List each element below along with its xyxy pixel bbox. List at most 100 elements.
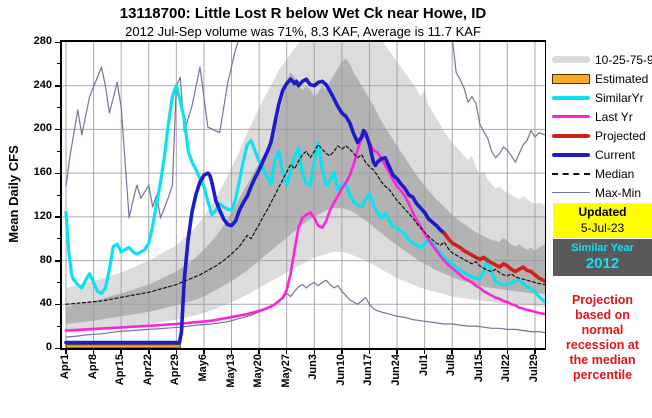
y-minor-tick — [57, 150, 60, 152]
x-tick-label: Apr29 — [169, 354, 182, 386]
y-tick-label: 40 — [39, 297, 52, 310]
y-minor-tick — [57, 63, 60, 65]
legend-item-10-25-75-90: 10-25-75-90 — [552, 50, 652, 69]
x-tick-label: Jul15 — [472, 354, 485, 383]
legend-label: Projected — [595, 128, 646, 143]
legend-label: Median — [595, 166, 635, 181]
legend-item-median: Median — [552, 164, 652, 183]
y-minor-tick — [57, 325, 60, 327]
x-tick — [368, 349, 371, 354]
legend-item-projected: Projected — [552, 126, 652, 145]
x-tick-label: Jul22 — [500, 354, 513, 383]
legend-swatch-line-icon — [552, 115, 590, 118]
x-tick-label: Jul29 — [527, 354, 540, 383]
x-tick-label: May20 — [252, 354, 265, 388]
legend-swatch-rect-icon — [552, 73, 590, 84]
y-tick — [55, 41, 60, 43]
y-tick-label: 80 — [39, 253, 52, 266]
series-max — [65, 42, 545, 219]
x-tick — [175, 349, 178, 354]
x-tick-label: May27 — [279, 354, 292, 388]
x-tick — [203, 349, 205, 354]
series-projected — [442, 231, 545, 284]
legend-item-max-min: Max-Min — [552, 183, 652, 202]
y-tick — [55, 347, 60, 349]
x-tick-label: Jun10 — [334, 354, 347, 386]
legend-item-current: Current — [552, 145, 652, 164]
x-tick — [451, 349, 453, 354]
updated-label: Updated — [578, 205, 627, 219]
y-minor-tick — [57, 238, 60, 240]
legend-swatch-line-icon — [552, 133, 590, 138]
legend-label: Last Yr — [595, 109, 633, 124]
legend-label: Current — [595, 147, 636, 162]
series-median — [65, 144, 545, 305]
y-tick — [55, 260, 60, 262]
x-tick — [148, 349, 150, 354]
updated-box: Updated 5-Jul-23 — [553, 203, 652, 238]
y-minor-tick — [57, 107, 60, 109]
y-minor-tick — [57, 281, 60, 283]
x-tick-label: Apr22 — [141, 354, 154, 386]
legend-swatch-dash-icon — [552, 172, 590, 175]
series-similaryr — [64, 84, 545, 304]
y-tick-label: 200 — [33, 122, 52, 135]
legend-item-similaryr: SimilarYr — [552, 88, 652, 107]
y-tick — [55, 172, 60, 175]
y-tick — [55, 128, 60, 131]
y-axis-title: Mean Daily CFS — [6, 145, 21, 243]
legend-label: SimilarYr — [595, 90, 644, 105]
legend-swatch-line-icon — [552, 152, 590, 157]
x-tick-label: Apr1 — [59, 354, 71, 380]
x-tick — [65, 349, 67, 354]
y-tick — [55, 85, 60, 87]
y-tick-label: 0 — [45, 341, 52, 353]
legend-item-estimated: Estimated — [552, 69, 652, 88]
chart-subtitle: 2012 Jul-Sep volume was 71%, 8.3 KAF, Av… — [125, 24, 481, 39]
legend-item-last-yr: Last Yr — [552, 107, 652, 126]
updated-date: 5-Jul-23 — [580, 221, 625, 235]
legend-label: 10-25-75-90 — [595, 52, 652, 67]
similar-year-box: Similar Year 2012 — [553, 239, 652, 276]
projection-note: Projection based on normal recession at … — [566, 293, 639, 382]
y-minor-tick — [57, 194, 60, 196]
y-tick — [55, 216, 60, 218]
x-tick — [230, 349, 233, 354]
chart-canvas — [62, 42, 545, 348]
x-tick — [396, 349, 398, 354]
x-tick-label: May6 — [196, 354, 209, 382]
y-tick — [55, 303, 60, 306]
x-tick — [534, 349, 536, 354]
x-tick — [479, 349, 481, 354]
legend-swatch-band-icon — [552, 56, 590, 63]
x-tick-label: Jun3 — [307, 354, 320, 380]
estimated-bar — [65, 344, 181, 348]
legend-swatch-line-icon — [552, 95, 590, 100]
y-tick-label: 280 — [33, 35, 52, 47]
x-tick-label: Jul1 — [417, 354, 430, 377]
legend-label: Estimated — [595, 71, 649, 86]
x-tick — [285, 349, 288, 354]
x-tick-label: Jun24 — [390, 354, 403, 386]
similar-year-value: 2012 — [585, 255, 620, 272]
y-tick-label: 240 — [33, 78, 52, 91]
y-tick-label: 160 — [33, 166, 52, 179]
x-tick-label: May13 — [224, 354, 237, 388]
legend-swatch-line-icon — [552, 191, 590, 194]
chart-plot-area — [60, 40, 546, 350]
x-tick — [313, 349, 316, 354]
chart-legend: 10-25-75-90 Estimated SimilarYr Last Yr Proj… — [552, 50, 652, 202]
y-tick-label: 120 — [33, 209, 52, 222]
x-tick — [341, 349, 343, 354]
similar-year-label: Similar Year — [571, 242, 634, 254]
x-tick — [506, 349, 509, 354]
series-last-yr — [64, 133, 545, 332]
x-tick — [120, 349, 122, 354]
chart-title: 13118700: Little Lost R below Wet Ck nea… — [119, 5, 487, 22]
x-tick-label: Jul8 — [445, 354, 458, 377]
x-tick-label: Apr8 — [86, 354, 99, 380]
x-tick — [423, 349, 426, 354]
x-tick — [92, 349, 95, 354]
x-tick-label: Jun17 — [362, 354, 375, 386]
